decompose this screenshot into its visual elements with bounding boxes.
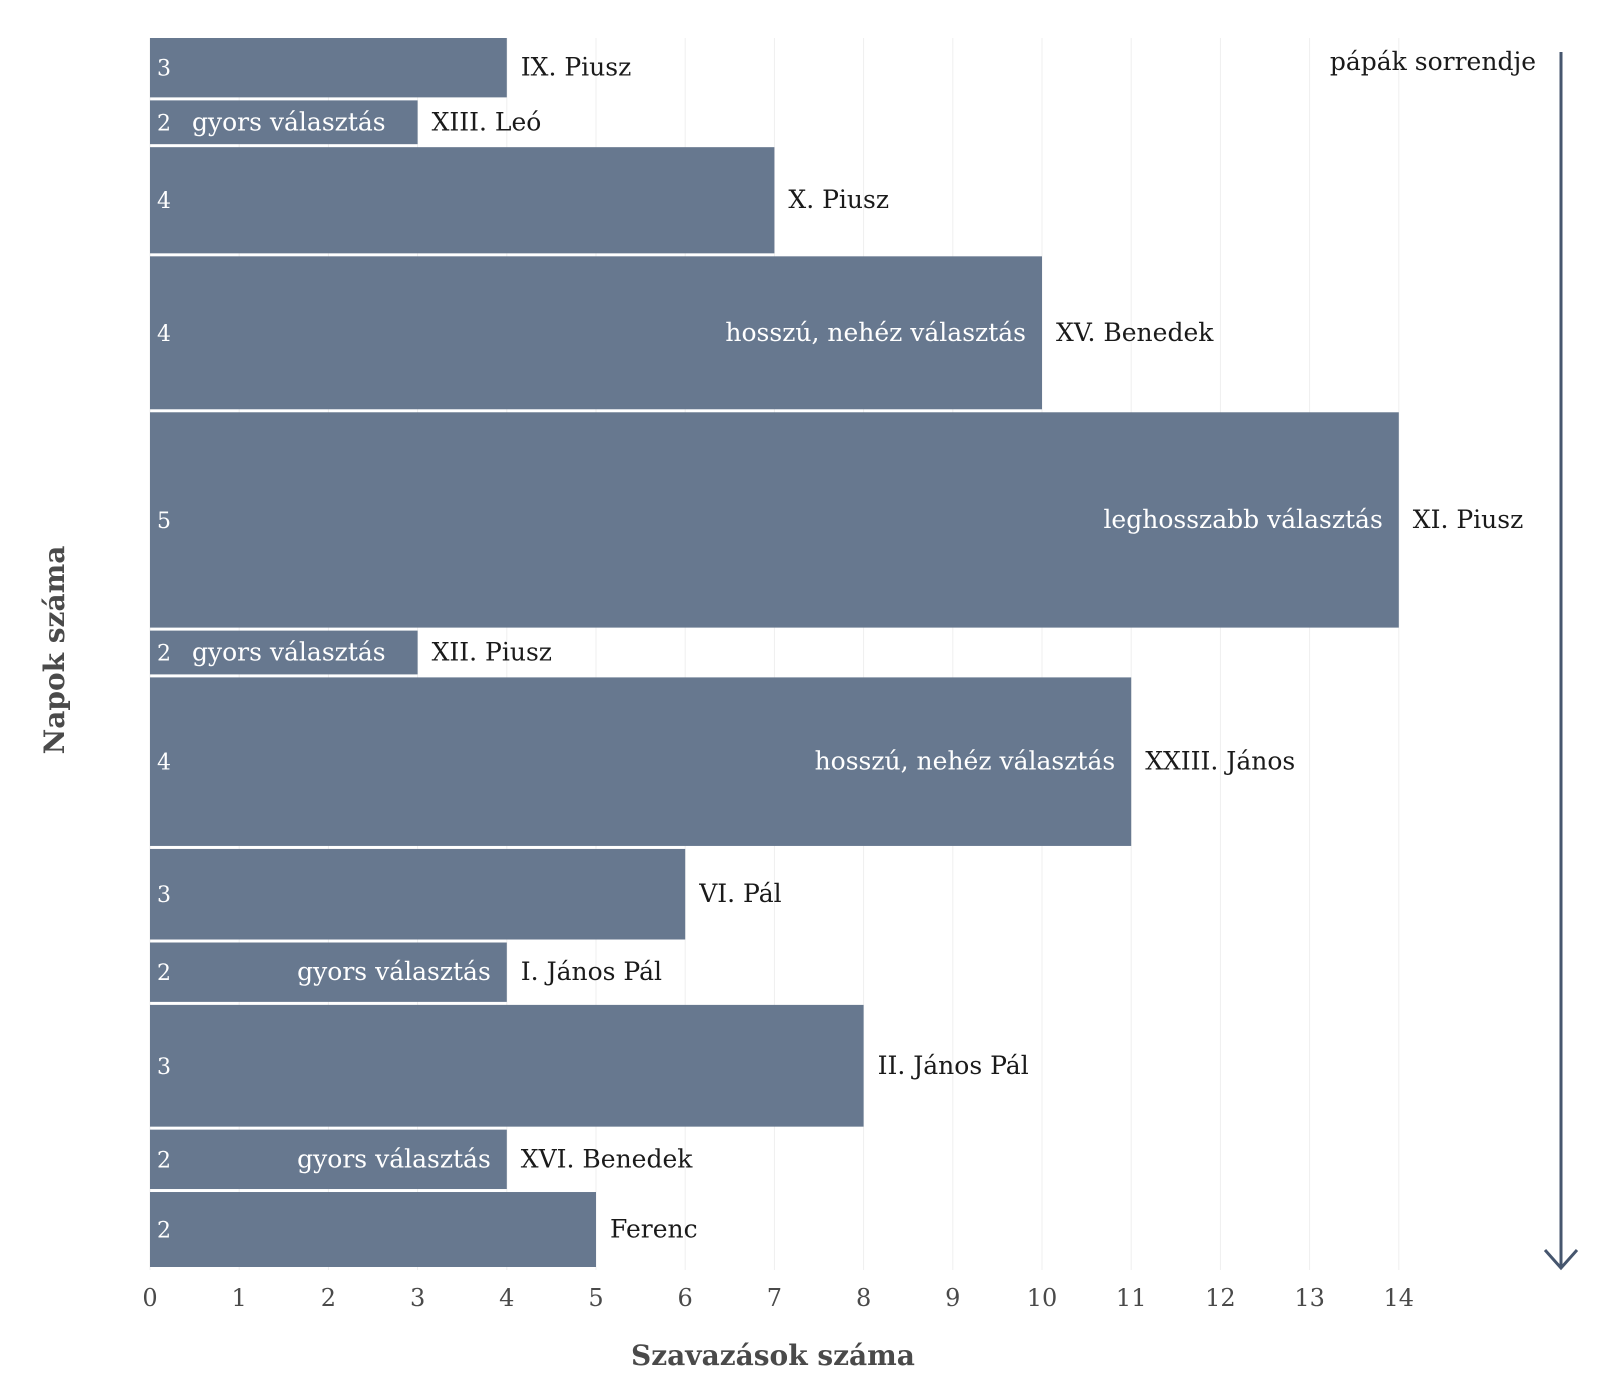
- bar: [150, 677, 1132, 846]
- bar-group: 2 gyors választás XIII. Leó: [150, 100, 542, 145]
- x-tick-label: 11: [1116, 1284, 1147, 1312]
- bar-group: 2 gyors választás XII. Piusz: [150, 630, 552, 675]
- days-label: 5: [157, 509, 171, 534]
- bar: [150, 1129, 507, 1190]
- bar-note: gyors választás: [297, 957, 491, 986]
- bar-note: gyors választás: [192, 107, 386, 136]
- x-tick-labels: 0 1 2 3 4 5 6 7 8 9 10 11 12 13 14: [142, 1284, 1414, 1312]
- days-label: 2: [157, 1219, 171, 1244]
- order-label: pápák sorrendje: [1330, 47, 1536, 76]
- bar: [150, 256, 1042, 410]
- bar: [150, 1192, 596, 1267]
- bar: [150, 412, 1399, 628]
- x-tick-label: 5: [588, 1284, 603, 1312]
- bar-group: 4 hosszú, nehéz választás XV. Benedek: [150, 256, 1214, 410]
- x-tick-label: 13: [1294, 1284, 1325, 1312]
- pope-label: XI. Piusz: [1413, 505, 1524, 534]
- bar-group: 5 leghosszabb választás XI. Piusz: [150, 412, 1524, 628]
- pope-label: XV. Benedek: [1056, 318, 1214, 347]
- bar: [150, 848, 686, 940]
- days-label: 2: [157, 1148, 171, 1173]
- pope-label: X. Piusz: [788, 185, 889, 214]
- order-arrow-head-icon: [1543, 1249, 1579, 1271]
- pope-label: XXIII. János: [1145, 747, 1295, 776]
- days-label: 4: [157, 322, 171, 347]
- bar-group: 2 gyors választás XVI. Benedek: [150, 1129, 693, 1190]
- days-label: 3: [157, 883, 171, 908]
- x-tick-label: 2: [321, 1284, 336, 1312]
- pope-label: II. János Pál: [878, 1051, 1029, 1080]
- x-tick-label: 1: [232, 1284, 247, 1312]
- x-axis-title: Szavazások száma: [631, 1339, 915, 1372]
- bar-group: 3 II. János Pál: [150, 1004, 1029, 1127]
- y-axis-title: Napok száma: [38, 546, 71, 755]
- days-label: 2: [157, 961, 171, 986]
- days-label: 3: [157, 57, 171, 82]
- x-tick-label: 0: [142, 1284, 157, 1312]
- bar: [150, 1004, 864, 1127]
- bar-group: 2 Ferenc: [150, 1192, 698, 1267]
- bar: [150, 100, 418, 145]
- x-tick-label: 10: [1027, 1284, 1058, 1312]
- bar: [150, 38, 507, 98]
- x-tick-label: 4: [499, 1284, 514, 1312]
- bar-group: 4 X. Piusz: [150, 147, 889, 254]
- pope-label: I. János Pál: [521, 957, 662, 986]
- bar-note: hosszú, nehéz választás: [725, 318, 1026, 347]
- x-tick-label: 9: [945, 1284, 960, 1312]
- bar-note: gyors választás: [297, 1144, 491, 1173]
- x-tick-label: 3: [410, 1284, 425, 1312]
- bar: [150, 942, 507, 1002]
- days-label: 3: [157, 1055, 171, 1080]
- x-tick-label: 6: [678, 1284, 693, 1312]
- bar: [150, 630, 418, 675]
- bar: [150, 147, 775, 254]
- bars: 3 IX. Piusz 2 gyors választás XIII. Leó 4 X. P…: [150, 38, 1523, 1267]
- days-label: 4: [157, 189, 171, 214]
- bar-note: gyors választás: [192, 638, 386, 667]
- bar-group: 4 hosszú, nehéz választás XXIII. János: [150, 677, 1295, 846]
- days-label: 2: [157, 111, 171, 136]
- bar-group: 3 IX. Piusz: [150, 38, 632, 98]
- pope-label: Ferenc: [610, 1215, 698, 1244]
- pope-label: XII. Piusz: [432, 638, 552, 667]
- bar-note: hosszú, nehéz választás: [815, 747, 1116, 776]
- bar-group: 2 gyors választás I. János Pál: [150, 942, 662, 1002]
- x-tick-label: 7: [767, 1284, 782, 1312]
- bar-group: 3 VI. Pál: [150, 848, 782, 940]
- x-tick-label: 12: [1205, 1284, 1236, 1312]
- days-label: 4: [157, 751, 171, 776]
- pope-label: XVI. Benedek: [521, 1144, 693, 1173]
- bar-note: leghosszabb választás: [1103, 505, 1382, 534]
- pope-label: IX. Piusz: [521, 53, 632, 82]
- days-label: 2: [157, 642, 171, 667]
- pope-label: XIII. Leó: [432, 107, 542, 136]
- pope-label: VI. Pál: [698, 879, 781, 908]
- x-tick-label: 14: [1384, 1284, 1415, 1312]
- x-tick-label: 8: [856, 1284, 871, 1312]
